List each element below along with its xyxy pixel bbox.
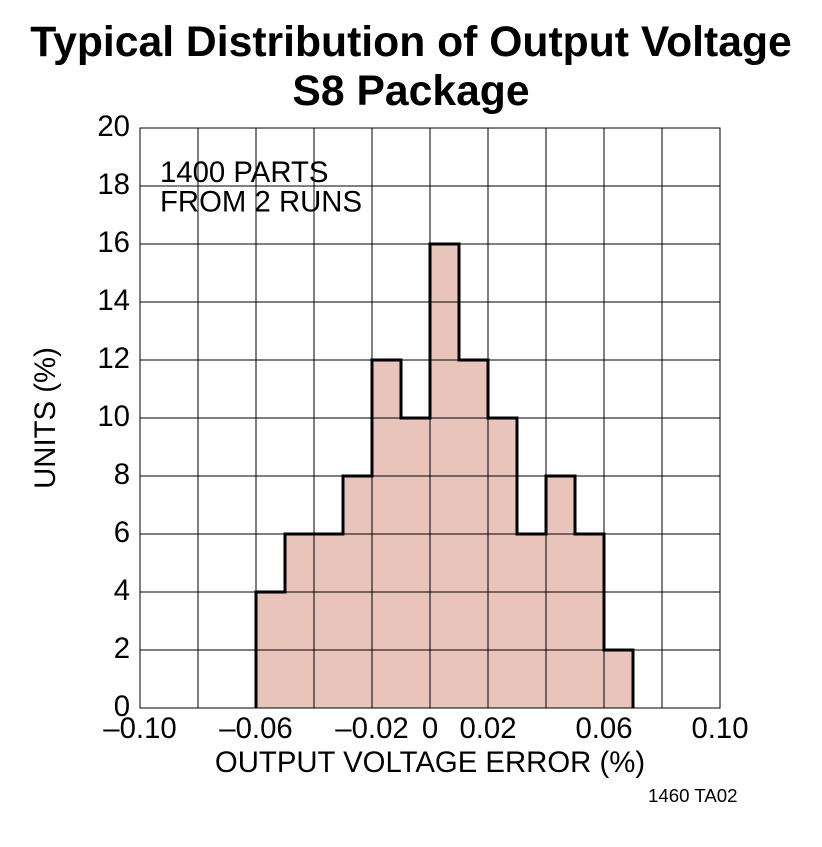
annotation-line1: 1400 PARTS [160,156,328,189]
annotation-line2: FROM 2 RUNS [160,185,362,218]
x-tick-label: –0.06 [219,712,292,745]
x-tick-label: 0.02 [459,712,516,745]
x-axis-label: OUTPUT VOLTAGE ERROR (%) [215,746,645,779]
x-tick-label: 0 [422,712,438,745]
histogram-plot: 02468101214161820–0.10–0.06–0.0200.020.0… [0,0,822,847]
histogram-figure: Typical Distribution of Output Voltage S… [0,0,822,847]
y-tick-label: 14 [97,284,130,317]
y-tick-label: 20 [97,110,130,143]
y-tick-label: 6 [114,516,130,549]
y-tick-label: 10 [97,400,130,433]
y-tick-label: 18 [97,168,130,201]
x-tick-label: 0.06 [575,712,632,745]
x-tick-label: –0.10 [103,712,176,745]
y-tick-label: 8 [114,458,130,491]
y-tick-label: 16 [97,226,130,259]
y-axis-label: UNITS (%) [29,347,62,489]
y-tick-label: 12 [97,342,130,375]
figure-code: 1460 TA02 [648,785,738,806]
x-tick-label: –0.02 [335,712,408,745]
x-tick-label: 0.10 [691,712,748,745]
y-tick-label: 2 [114,632,130,665]
y-tick-label: 4 [114,574,130,607]
